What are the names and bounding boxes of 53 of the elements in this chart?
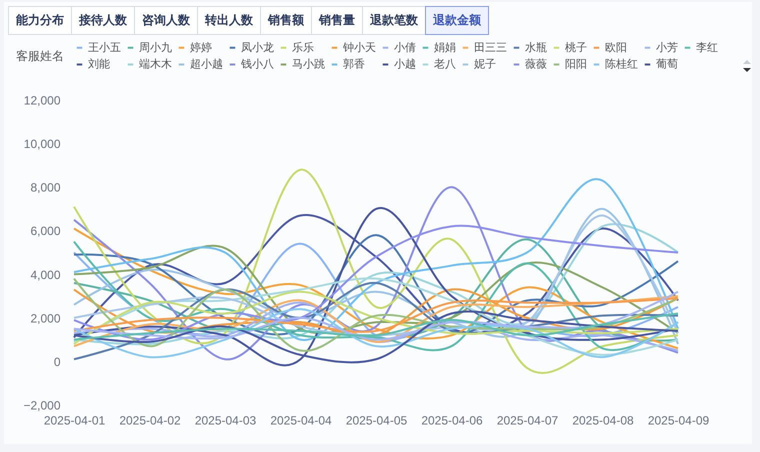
y-tick-label: 6,000 — [30, 224, 61, 238]
y-tick-label: 8,000 — [30, 180, 61, 195]
legend-label: 王小五 — [88, 40, 121, 54]
text: 咨询人数 — [134, 6, 198, 35]
legend-label: 凤小龙 — [241, 40, 274, 54]
x-tick-label: 2025-04-08 — [572, 414, 634, 428]
legend-label: 周小九 — [139, 40, 172, 54]
x-tick-label: 2025-04-03 — [194, 414, 257, 428]
y-tick-label: 2,000 — [30, 311, 61, 326]
legend-label: 薇薇 — [525, 58, 547, 70]
legend-label: 小芳 — [656, 40, 678, 54]
legend-label: 葡萄 — [656, 58, 678, 70]
legend-label: 陈桂红 — [605, 58, 638, 70]
legend-label: 钱小八 — [240, 58, 274, 70]
legend-label: 小越 — [394, 58, 416, 70]
legend-label: 马小跳 — [292, 58, 325, 70]
legend-label: 李红 — [696, 40, 718, 54]
y-tick-label: 12,000 — [24, 94, 61, 108]
text: 退款金额 — [425, 6, 489, 35]
legend-label: 端木木 — [139, 58, 172, 70]
legend-label: 老八 — [434, 58, 456, 70]
text: 能力分布 — [8, 6, 72, 35]
legend-label: 刘能 — [88, 58, 110, 70]
y-tick-label: 10,000 — [24, 137, 61, 152]
x-tick-label: 2025-04-02 — [119, 414, 182, 428]
x-tick-label: 2025-04-05 — [346, 414, 408, 428]
text: 销售量 — [311, 6, 363, 35]
x-tick-label: 2025-04-07 — [496, 414, 559, 428]
legend-label: 钟小天 — [342, 40, 376, 54]
legend-title: 客服姓名 — [16, 49, 64, 63]
y-tick-label: −2,000 — [23, 398, 61, 412]
x-tick-label: 2025-04-09 — [648, 414, 710, 428]
x-tick-label: 2025-04-06 — [421, 414, 484, 428]
y-tick-label: 4,000 — [30, 268, 61, 282]
text: 转出人数 — [197, 6, 261, 35]
x-tick-label: 2025-04-01 — [44, 414, 106, 428]
text: 退款笔数 — [362, 6, 426, 35]
legend-label: 桃子 — [565, 42, 587, 54]
x-tick-label: 2025-04-04 — [270, 414, 332, 428]
legend-label: 郭香 — [343, 58, 365, 70]
legend-label: 小倩 — [394, 40, 416, 54]
legend-label: 阳阳 — [565, 58, 587, 70]
legend-label: 水瓶 — [525, 40, 547, 54]
text: 销售额 — [260, 6, 312, 35]
legend-label: 娟娟 — [434, 42, 456, 54]
legend-label: 田三三 — [474, 42, 507, 54]
text: 接待人数 — [71, 6, 135, 35]
y-tick-label: 0 — [54, 354, 61, 369]
legend-label: 欧阳 — [605, 42, 627, 54]
legend-label: 婷婷 — [190, 42, 212, 54]
legend-label: 妮子 — [474, 58, 496, 70]
legend-label: 超小越 — [190, 58, 223, 70]
legend-label: 乐乐 — [292, 40, 314, 54]
